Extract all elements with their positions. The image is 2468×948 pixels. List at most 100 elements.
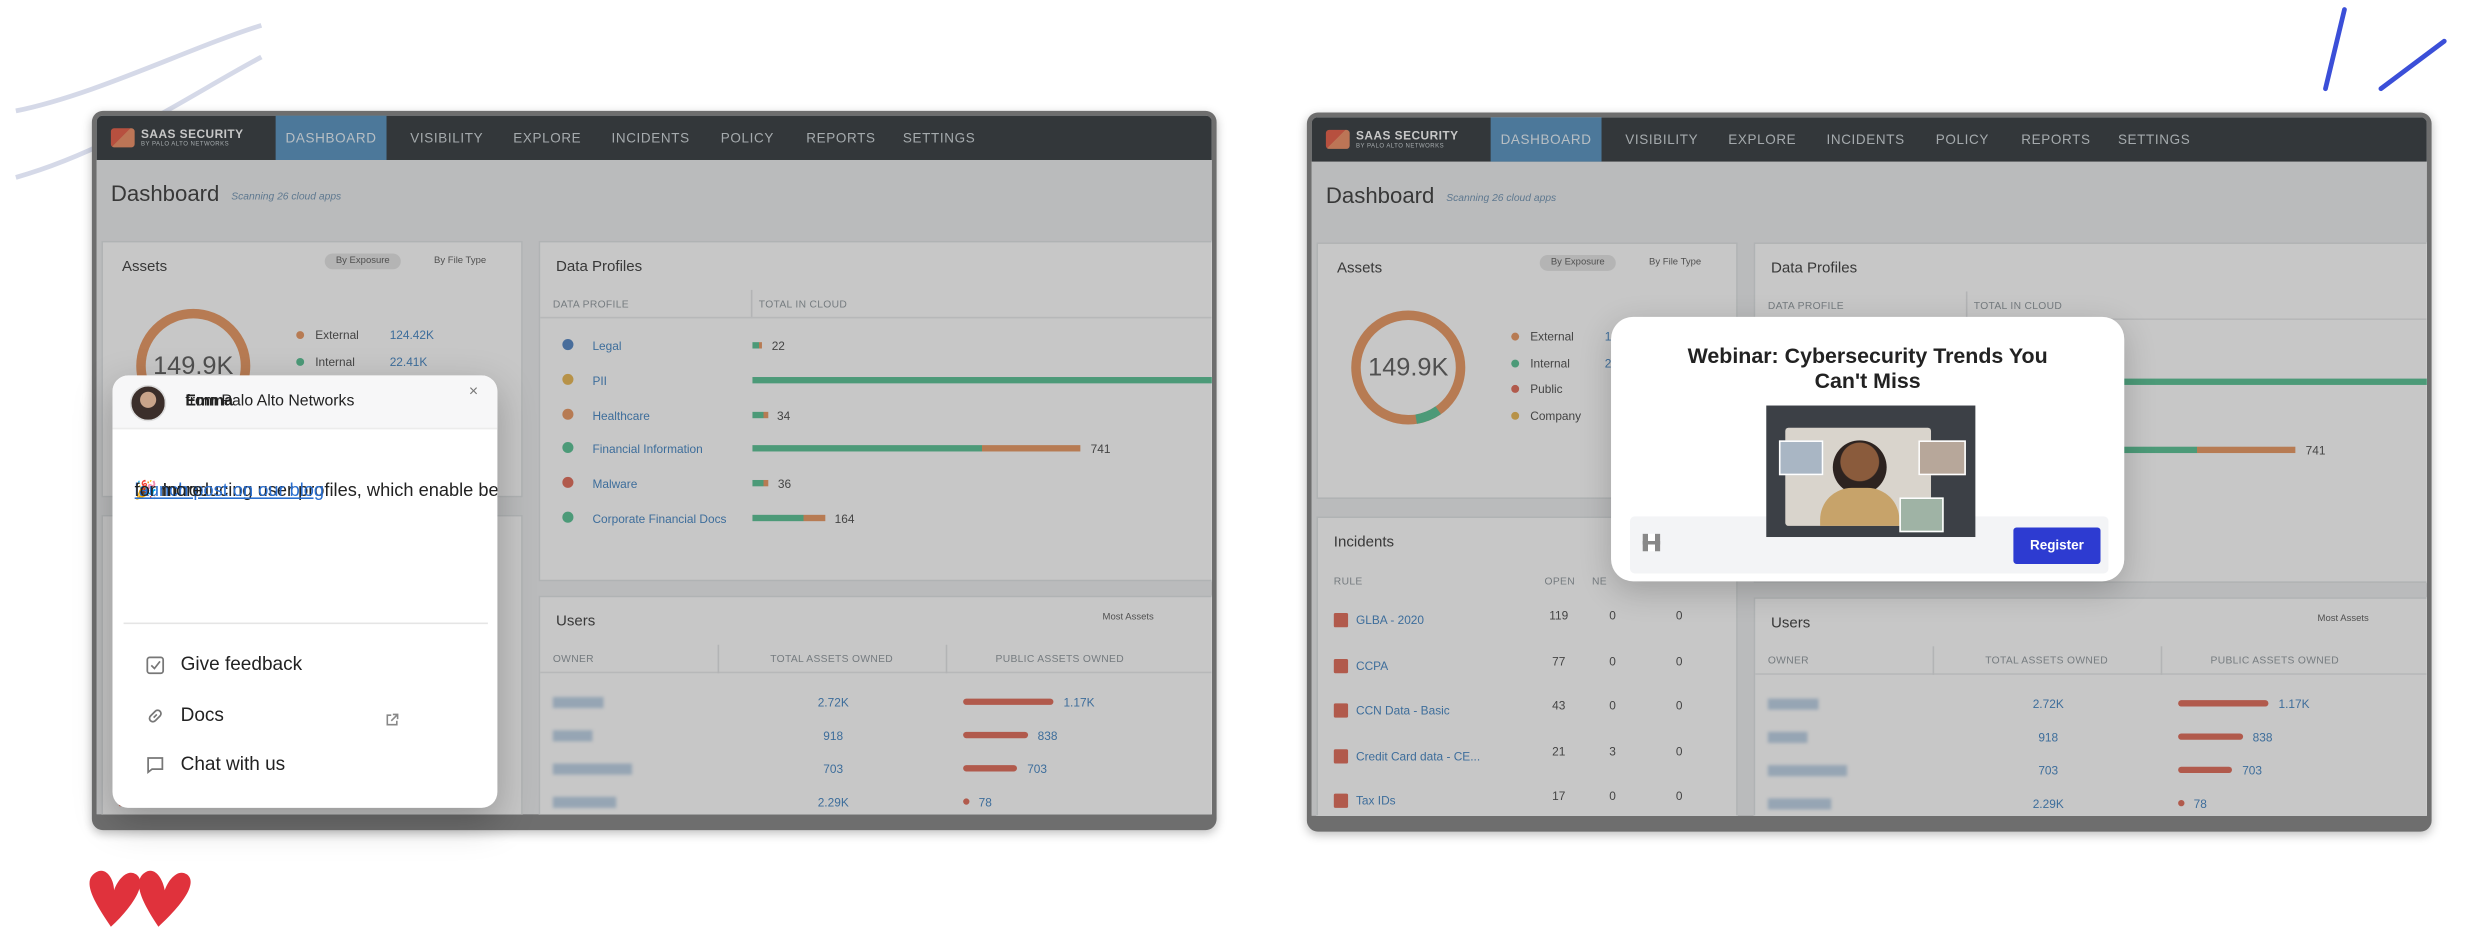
profile-name[interactable]: Healthcare	[592, 408, 650, 423]
owner-redacted	[1767, 731, 1808, 743]
close-button[interactable]: ×	[468, 383, 479, 401]
legend-value: 124.42K	[389, 327, 434, 343]
incident-count: 0	[1675, 743, 1683, 758]
rule-name[interactable]: CCN Data - Basic	[1355, 703, 1450, 718]
sort-option[interactable]: Most Assets	[2317, 614, 2369, 625]
profile-icon	[562, 338, 574, 351]
legend-dot	[1511, 332, 1520, 341]
nav-item[interactable]: EXPLORE	[513, 129, 582, 146]
profile-name[interactable]: Malware	[592, 477, 638, 492]
column-header: PUBLIC ASSETS OWNED	[995, 654, 1124, 666]
column-header: PUBLIC ASSETS OWNED	[2210, 655, 2339, 667]
profile-icon	[562, 511, 574, 523]
toggle[interactable]: By File Type	[1637, 255, 1713, 271]
incident-count: 0	[1609, 608, 1616, 623]
profile-name[interactable]: Corporate Financial Docs	[592, 511, 727, 526]
panel-title: Data Profiles	[556, 258, 643, 276]
donut-segment	[1415, 406, 1441, 424]
incident-count: 77	[1552, 653, 1566, 668]
nav-item[interactable]: INCIDENTS	[611, 129, 690, 146]
owner-redacted	[552, 796, 617, 808]
nav-item[interactable]: REPORTS	[2021, 131, 2091, 148]
nav-item[interactable]: DASHBOARD	[1490, 117, 1602, 162]
nav-item[interactable]: POLICY	[1935, 131, 1989, 148]
nav-item[interactable]: SETTINGS	[2117, 131, 2191, 148]
rule-name[interactable]: Tax IDs	[1355, 793, 1396, 808]
toggle[interactable]: By Exposure	[1539, 255, 1616, 271]
sort-option[interactable]: Most Assets	[1102, 613, 1154, 623]
legend-dot	[296, 357, 305, 366]
total-assets: 2.29K	[2032, 796, 2064, 812]
profile-total: 36	[777, 477, 792, 492]
incident-count: 21	[1552, 743, 1566, 758]
profile-bar	[1967, 378, 2427, 385]
total-assets: 703	[2038, 763, 2059, 778]
profile-name[interactable]: Financial Information	[592, 442, 703, 457]
public-assets: 703	[2242, 763, 2263, 778]
column-header: TOTAL IN CLOUD	[1973, 300, 2063, 313]
profile-name[interactable]: Legal	[592, 338, 622, 354]
nav-item[interactable]: POLICY	[720, 129, 774, 146]
incident-count: 0	[1609, 698, 1616, 713]
sender-org: from Palo Alto Networks	[185, 392, 355, 411]
toggle[interactable]: By Exposure	[324, 253, 401, 270]
header-rule	[540, 671, 1212, 674]
nav-item[interactable]: REPORTS	[806, 129, 876, 146]
accent-line	[2378, 38, 2447, 92]
brand-name: SAAS SECURITY	[140, 126, 244, 141]
panel-title: Assets	[121, 258, 168, 276]
toggle[interactable]: By File Type	[422, 253, 498, 270]
incident-count: 43	[1552, 698, 1566, 713]
external-link-icon	[385, 707, 399, 726]
menu-item[interactable]: Chat with us	[180, 752, 286, 775]
donut	[1351, 310, 1466, 425]
assets-total: 149.9K	[1368, 354, 1449, 382]
nav-item[interactable]: VISIBILITY	[410, 129, 484, 146]
total-assets: 2.29K	[817, 795, 849, 810]
profile-total: 22	[771, 338, 785, 354]
column-header: TOTAL ASSETS OWNED	[1985, 655, 2109, 667]
nav-item[interactable]: VISIBILITY	[1625, 131, 1699, 148]
nav-item[interactable]: EXPLORE	[1728, 131, 1797, 148]
nav-item[interactable]: SETTINGS	[902, 129, 976, 146]
panel-title: Incidents	[1333, 533, 1395, 552]
total-assets: 2.72K	[817, 695, 849, 710]
column-header: TOTAL ASSETS OWNED	[770, 654, 894, 666]
message-link[interactable]: launch post on our blog	[134, 481, 325, 501]
menu-item[interactable]: Docs	[180, 702, 224, 725]
webinar-image	[1766, 405, 1976, 538]
nav-item[interactable]: INCIDENTS	[1826, 131, 1905, 148]
column-divider	[1965, 291, 1968, 320]
scanning-note: Scanning 26 cloud apps	[1446, 193, 1557, 205]
brand-name: SAAS SECURITY	[1355, 128, 1459, 143]
public-assets-bar	[2178, 799, 2185, 807]
public-assets: 78	[2193, 796, 2207, 812]
donut-ring	[1351, 310, 1466, 425]
rule-name[interactable]: Credit Card data - CE...	[1355, 748, 1481, 763]
legend-label: Company	[1530, 408, 1582, 424]
column-header: OPEN	[1544, 576, 1575, 588]
register-button[interactable]: Register	[2013, 527, 2101, 564]
public-assets: 838	[2252, 730, 2273, 745]
profile-total: 741	[2305, 444, 2326, 459]
rule-name[interactable]: CCPA	[1355, 658, 1389, 673]
legend-label: External	[315, 327, 359, 343]
profile-total: 741	[1090, 442, 1111, 457]
total-assets: 703	[823, 761, 844, 777]
column-header: RULE	[1333, 576, 1363, 588]
legend-label: Internal	[315, 354, 355, 369]
rule-name[interactable]: GLBA - 2020	[1355, 613, 1425, 628]
menu-item[interactable]: Give feedback	[180, 652, 303, 675]
owner-redacted	[552, 763, 633, 775]
owner-redacted	[1767, 765, 1848, 777]
sender-name: Emma	[185, 392, 233, 411]
incident-count: 0	[1609, 653, 1616, 668]
profile-name[interactable]: PII	[592, 373, 607, 388]
total-assets: 2.72K	[2032, 697, 2064, 712]
webinar-modal: Webinar: Cybersecurity Trends You Can't …	[1611, 316, 2125, 582]
incident-count: 0	[1675, 653, 1683, 668]
nav-item[interactable]: DASHBOARD	[275, 115, 387, 160]
incident-count: 0	[1675, 788, 1683, 804]
incident-count: 0	[1675, 698, 1683, 713]
